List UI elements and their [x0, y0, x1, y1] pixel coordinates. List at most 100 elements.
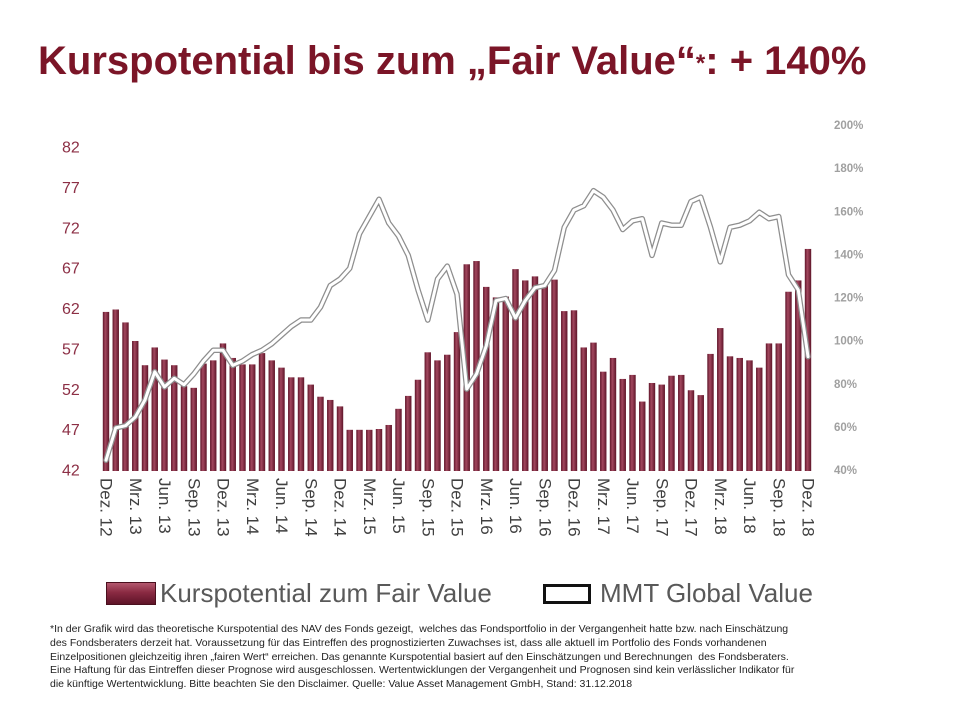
- bars-group: [102, 248, 812, 472]
- bar-kurspotential: [483, 286, 490, 471]
- x-tick-label: Sep. 18: [769, 478, 788, 537]
- bar-kurspotential: [609, 357, 617, 471]
- bar-kurspotential: [414, 379, 422, 471]
- bar-kurspotential: [297, 377, 305, 471]
- bar-kurspotential: [385, 424, 392, 471]
- footnote-line: Eine Haftung für das Eintreffen dieser P…: [50, 664, 795, 677]
- bar-kurspotential: [122, 322, 129, 471]
- title-asterisk: *: [695, 50, 706, 77]
- bar-kurspotential: [278, 367, 285, 471]
- y-left-tick-label: 42: [62, 463, 80, 480]
- bar-kurspotential: [551, 279, 558, 471]
- x-tick-label: Mrz. 17: [594, 478, 613, 535]
- x-tick-label: Mrz. 15: [360, 478, 379, 535]
- x-tick-label: Sep. 17: [652, 478, 671, 537]
- bar-kurspotential: [736, 357, 743, 471]
- x-tick-label: Mrz. 18: [711, 478, 730, 535]
- bar-kurspotential: [765, 343, 773, 471]
- bar-kurspotential: [561, 311, 568, 471]
- bar-kurspotential: [707, 353, 714, 471]
- bar-kurspotential: [249, 364, 256, 471]
- x-tick-label: Jun. 17: [623, 478, 642, 534]
- y-left-tick-label: 82: [62, 140, 80, 157]
- bar-kurspotential: [141, 365, 149, 471]
- bar-kurspotential: [434, 360, 441, 471]
- bar-kurspotential: [726, 356, 734, 471]
- x-tick-label: Mrz. 16: [477, 478, 496, 535]
- y-axis-right: 40% 60% 80% 100% 120% 140% 160% 180% 200%: [834, 120, 863, 477]
- slide-title-main: Kurspotential bis zum „Fair Value“: [38, 39, 696, 83]
- bar-kurspotential: [678, 374, 685, 471]
- x-tick-label: Jun. 13: [155, 478, 174, 534]
- x-tick-label: Sep. 14: [301, 478, 320, 537]
- bar-kurspotential: [200, 363, 207, 471]
- x-tick-label: Mrz. 13: [126, 478, 145, 535]
- bar-kurspotential: [775, 343, 782, 471]
- y-axis-left: 42 47 52 57 62 67 72 77 82: [62, 140, 80, 480]
- bar-kurspotential: [151, 347, 158, 471]
- footnote-line: des Fondsberaters derzeit hat. Vorausset…: [50, 636, 767, 649]
- y-right-tick-label: 200%: [834, 120, 863, 132]
- bar-kurspotential: [161, 359, 168, 471]
- y-right-tick-label: 140%: [834, 249, 863, 261]
- bar-kurspotential: [171, 365, 178, 471]
- bar-kurspotential: [697, 395, 704, 471]
- bar-kurspotential: [785, 291, 792, 471]
- x-tick-label: Dez. 17: [682, 478, 701, 537]
- bar-kurspotential: [453, 332, 461, 471]
- bar-kurspotential: [502, 296, 509, 471]
- legend-label-kurspotential: Kurspotential zum Fair Value: [160, 578, 492, 608]
- bar-kurspotential: [492, 297, 500, 471]
- bar-kurspotential: [687, 390, 695, 471]
- bar-kurspotential: [658, 384, 665, 471]
- bar-kurspotential: [219, 343, 227, 471]
- x-tick-label: Jun. 14: [272, 478, 291, 534]
- y-left-tick-label: 47: [62, 422, 80, 439]
- bar-kurspotential: [327, 399, 334, 471]
- y-right-tick-label: 40%: [834, 465, 857, 477]
- bar-kurspotential: [356, 429, 363, 471]
- bar-kurspotential: [112, 309, 119, 471]
- x-tick-label: Dez. 18: [799, 478, 818, 537]
- y-right-tick-label: 180%: [834, 163, 863, 175]
- bar-kurspotential: [590, 342, 597, 471]
- footnote-line: Einzelpositionen gleichzeitig ihren „fai…: [50, 650, 789, 663]
- bar-kurspotential: [268, 360, 275, 471]
- bar-kurspotential: [346, 429, 353, 471]
- bar-kurspotential: [102, 311, 110, 471]
- y-left-tick-label: 62: [62, 301, 80, 318]
- y-left-tick-label: 57: [62, 341, 80, 358]
- y-left-tick-label: 67: [62, 261, 80, 278]
- bar-kurspotential: [531, 276, 539, 471]
- x-tick-label: Mrz. 14: [243, 478, 262, 535]
- bar-kurspotential: [405, 395, 412, 471]
- bar-kurspotential: [336, 406, 344, 471]
- series-line-mmt-global-value: [104, 189, 810, 462]
- footnote-line: *In der Grafik wird das theoretische Kur…: [50, 623, 789, 635]
- x-tick-label: Sep. 16: [535, 478, 554, 537]
- x-tick-label: Jun. 18: [740, 478, 759, 534]
- bar-kurspotential: [795, 280, 802, 471]
- bar-kurspotential: [317, 396, 324, 471]
- legend-label-mmt-global-value: MMT Global Value: [600, 578, 813, 608]
- bar-kurspotential: [210, 360, 217, 471]
- bar-kurspotential: [746, 360, 753, 471]
- y-left-tick-label: 77: [62, 180, 80, 197]
- bar-kurspotential: [132, 340, 139, 471]
- x-tick-label: Dez. 14: [331, 478, 350, 537]
- bar-kurspotential: [444, 354, 451, 471]
- y-right-tick-label: 60%: [834, 422, 857, 434]
- y-left-tick-label: 72: [62, 220, 80, 237]
- bar-kurspotential: [580, 347, 587, 471]
- bar-kurspotential: [424, 352, 431, 471]
- x-tick-label: Dez. 12: [97, 478, 116, 537]
- bar-kurspotential: [600, 371, 607, 471]
- y-right-tick-label: 100%: [834, 336, 863, 348]
- bar-kurspotential: [541, 285, 548, 471]
- bar-kurspotential: [648, 382, 656, 471]
- bar-kurspotential: [756, 367, 763, 471]
- bar-kurspotential: [512, 269, 519, 472]
- bar-kurspotential: [570, 310, 578, 471]
- bar-kurspotential: [668, 375, 675, 471]
- bar-kurspotential: [522, 280, 529, 471]
